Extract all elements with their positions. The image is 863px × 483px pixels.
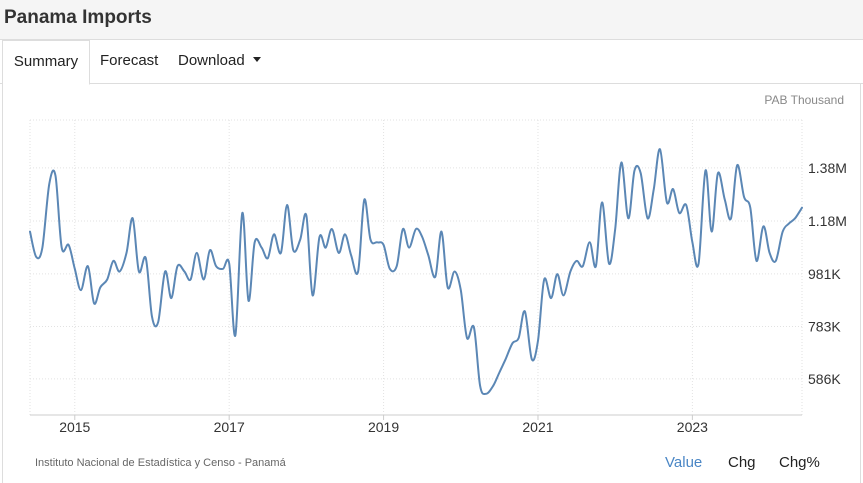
x-tick-label: 2021	[522, 419, 553, 435]
chg-percent-toggle[interactable]: Chg%	[779, 454, 820, 471]
y-tick-label: 1.38M	[808, 160, 847, 176]
tab-bar: Summary Forecast Download	[0, 40, 863, 85]
y-tick-label: 586K	[808, 371, 841, 387]
unit-label: PAB Thousand	[764, 93, 844, 107]
source-note: Instituto Nacional de Estadística y Cens…	[35, 457, 286, 469]
x-tick-label: 2017	[214, 419, 245, 435]
tab-download[interactable]: Download	[178, 40, 261, 84]
x-tick-label: 2023	[677, 419, 708, 435]
chart-panel	[2, 84, 861, 483]
x-tick-label: 2019	[368, 419, 399, 435]
y-axis-ticks: 586K 783K 981K 1.18M 1.38M	[808, 160, 847, 387]
tab-summary[interactable]: Summary	[2, 40, 90, 85]
chg-toggle[interactable]: Chg	[728, 454, 756, 471]
x-axis-ticks: 2015 2017 2019 2021 2023	[59, 419, 708, 435]
chart-grid	[29, 119, 803, 420]
x-tick-label: 2015	[59, 419, 90, 435]
y-tick-label: 783K	[808, 319, 841, 335]
tab-download-label: Download	[178, 52, 245, 69]
page-title: Panama Imports	[4, 7, 152, 28]
caret-down-icon	[252, 56, 261, 62]
tab-forecast[interactable]: Forecast	[100, 52, 159, 69]
title-bar: Panama Imports	[0, 0, 863, 40]
series-line	[29, 148, 803, 396]
y-tick-label: 981K	[808, 266, 841, 282]
value-toggle[interactable]: Value	[665, 454, 703, 471]
y-tick-label: 1.18M	[808, 213, 847, 229]
